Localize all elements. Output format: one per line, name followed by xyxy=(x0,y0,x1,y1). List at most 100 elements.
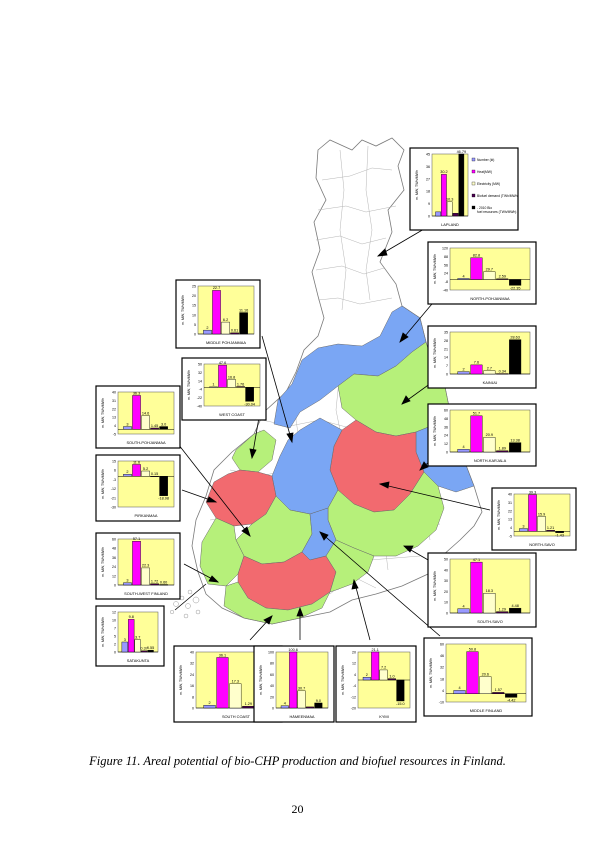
y-tick-label: -8 xyxy=(445,280,448,284)
y-tick-label: -12 xyxy=(111,487,116,491)
data-label: 4.48 xyxy=(511,604,518,608)
y-tick-label: 12 xyxy=(112,611,116,615)
bar-2 xyxy=(537,516,546,532)
y-tick-label: 10 xyxy=(112,619,116,623)
bar-4 xyxy=(159,476,168,496)
y-tick-label: 20 xyxy=(352,651,356,655)
data-label: 46.79 xyxy=(457,150,467,154)
legend-swatch xyxy=(471,157,476,162)
data-label: 3.0 xyxy=(161,422,166,426)
bar-0 xyxy=(123,582,132,586)
data-label: 11.6 xyxy=(133,460,140,464)
y-tick-label: -5 xyxy=(113,433,116,437)
y-axis-label: m. MW, TWh/MWh xyxy=(433,416,437,446)
bar-2 xyxy=(134,639,141,653)
y-tick-label: -40 xyxy=(197,405,202,409)
y-tick-label: 22 xyxy=(112,407,116,411)
y-tick-label: 14 xyxy=(444,356,448,360)
bar-0 xyxy=(519,528,528,532)
bar-0 xyxy=(457,278,470,280)
bar-2 xyxy=(483,370,496,375)
data-label: 4 xyxy=(458,686,460,690)
data-label: 20.9 xyxy=(486,433,493,437)
data-label: 4 xyxy=(284,702,286,706)
y-tick-label: 30 xyxy=(444,579,448,583)
chart-0: 0 9 18 27 36 45 m. MW, TWh/MWh 30.2 10.3 46.79 LAP… xyxy=(409,147,519,231)
archipelago xyxy=(169,589,201,619)
bar-4 xyxy=(159,584,168,586)
bar-1 xyxy=(128,619,135,653)
bar-0 xyxy=(280,705,289,709)
data-label: 18.3 xyxy=(486,589,493,593)
y-tick-label: 45 xyxy=(426,153,430,157)
bar-3 xyxy=(496,450,509,453)
region-name: WEST COAST xyxy=(219,412,245,417)
bar-0 xyxy=(121,641,128,653)
data-label: 1.72 xyxy=(151,579,158,583)
y-tick-label: 24 xyxy=(190,673,194,677)
y-tick-label: -4 xyxy=(353,684,356,688)
data-label: 47.6 xyxy=(219,361,226,365)
y-tick-label: 16 xyxy=(190,684,194,688)
bar-1 xyxy=(470,415,483,453)
data-label: 0.15 xyxy=(151,472,158,476)
data-label: 1.89 xyxy=(499,446,506,450)
y-tick-label: 5 xyxy=(114,635,116,639)
y-tick-label: 0 xyxy=(114,584,116,588)
data-label: 1.57 xyxy=(495,688,502,692)
y-axis-label: m. MW, TWh/MWh xyxy=(181,295,185,325)
legend-swatch xyxy=(471,205,476,210)
bar-3 xyxy=(230,332,239,335)
chart-8: -5 4 13 22 31 40 m. MW, TWh/MWh 3 39.3 15.9 1.21-1… xyxy=(491,487,577,551)
y-axis-label: m. MW, TWh/MWh xyxy=(101,398,105,428)
data-label: 0.61 xyxy=(231,329,238,333)
data-label: 2.7 xyxy=(487,367,492,371)
y-tick-label: 12 xyxy=(352,662,356,666)
bar-4 xyxy=(509,339,522,375)
data-label: 1 xyxy=(212,383,214,387)
y-tick-label: 60 xyxy=(112,538,116,542)
y-axis-label: m. MW, TWh/MWh xyxy=(433,571,437,601)
y-tick-label: 4 xyxy=(510,526,512,530)
bar-0 xyxy=(123,474,132,477)
data-label: 13.38 xyxy=(510,438,520,442)
legend-label: Number (kt) xyxy=(477,158,494,162)
data-label: 29.7 xyxy=(486,268,493,272)
bar-2 xyxy=(483,593,496,614)
y-tick-label: 18 xyxy=(426,190,430,194)
y-tick-label: -40 xyxy=(443,289,448,293)
figure-caption: Figure 11. Areal potential of bio-CHP pr… xyxy=(89,754,506,768)
bar-4 xyxy=(239,312,248,335)
bar-1 xyxy=(470,257,483,280)
y-tick-label: 60 xyxy=(444,409,448,413)
region-name: MIDDLE POHJANMAA xyxy=(206,340,246,345)
legend-label: Biofuel demand (TWh/MWh) xyxy=(477,194,519,198)
chart-7: -30 -21 -12 -3 6 15 m. MW, TWh/MWh 2 11.65.20.15… xyxy=(95,454,181,522)
y-tick-label: 31 xyxy=(112,399,116,403)
y-tick-label: -20 xyxy=(351,707,356,711)
bar-3 xyxy=(150,475,159,477)
bar-4 xyxy=(159,426,168,430)
legend-label: Electricity (MW) xyxy=(477,182,500,186)
data-label: 22.3 xyxy=(142,564,149,568)
bar-4 xyxy=(314,702,323,709)
data-label: 0.34 xyxy=(499,369,506,373)
data-label: 17.3 xyxy=(232,680,239,684)
data-label: 2 xyxy=(126,470,128,474)
bar-3 xyxy=(496,611,509,614)
y-tick-label: 10 xyxy=(444,601,448,605)
data-label: 11.16 xyxy=(239,308,248,312)
bar-4 xyxy=(509,442,522,453)
y-tick-label: 120 xyxy=(442,247,448,251)
bar-2 xyxy=(483,437,496,453)
y-tick-label: 4 xyxy=(114,424,116,428)
bar-3 xyxy=(150,583,159,586)
data-label: 7.2 xyxy=(381,666,386,670)
data-label: 5.2 xyxy=(143,467,148,471)
y-tick-label: 36 xyxy=(444,425,448,429)
data-label: 1.29 xyxy=(499,607,506,611)
y-tick-label: -12 xyxy=(351,695,356,699)
bar-0 xyxy=(209,386,218,388)
region-south-pohjanmaa xyxy=(205,469,277,527)
